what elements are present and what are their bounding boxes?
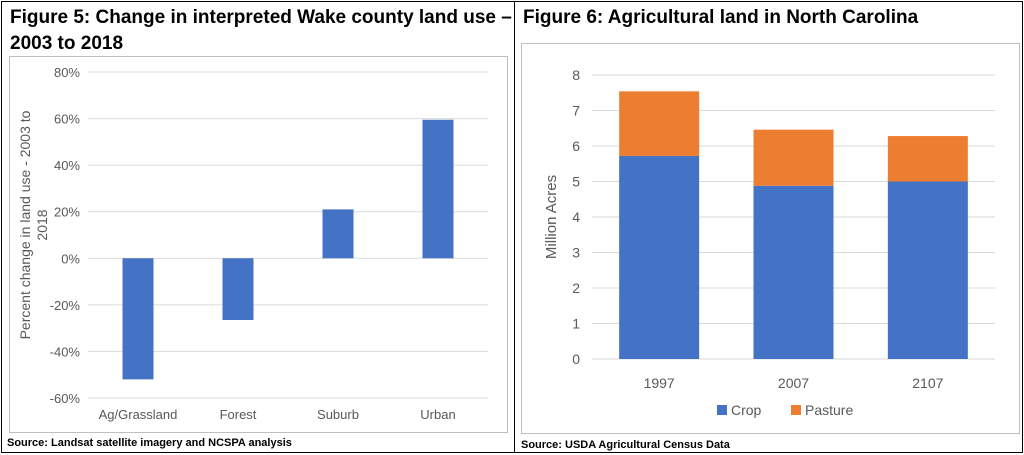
x-tick-label: 2007 [778, 375, 809, 391]
x-tick-label: 2107 [912, 375, 943, 391]
y-tick-label: 40% [54, 158, 80, 173]
y-tick-label: 4 [572, 209, 580, 225]
y-tick-label: 2 [572, 280, 580, 296]
legend-label-pasture: Pasture [805, 402, 853, 418]
y-tick-label: -40% [50, 344, 81, 359]
y-tick-label: 80% [54, 65, 80, 80]
legend-swatch-crop [717, 405, 727, 415]
bar-urban [422, 119, 454, 259]
y-axis-label: Million Acres [543, 175, 560, 259]
bar-crop-2007 [753, 185, 834, 359]
agricultural-land-chart: 0 1 2 3 4 5 6 7 8 1997 2007 2107 Million Acres Crop Pa… [543, 67, 995, 418]
y-tick-label: 1 [572, 316, 580, 332]
y-tick-label: 6 [572, 138, 580, 154]
x-tick-label: Ag/Grassland [99, 407, 178, 422]
bar-ag-grassland [122, 258, 154, 380]
bar-pasture-2107 [887, 136, 968, 182]
y-tick-label: 7 [572, 103, 580, 119]
y-axis-label: Percent change in land use - 2003 to2018 [17, 110, 50, 339]
x-tick-label: Forest [220, 407, 257, 422]
y-tick-label: -60% [50, 391, 81, 406]
legend-swatch-pasture [791, 405, 801, 415]
x-tick-label: 1997 [644, 375, 675, 391]
figure-5-title: Figure 5: Change in interpreted Wake cou… [10, 5, 512, 57]
y-tick-label: 20% [54, 205, 80, 220]
y-tick-label: 0% [61, 251, 80, 266]
bar-forest [222, 258, 254, 320]
y-tick-label: 3 [572, 245, 580, 261]
figure-5-source: Source: Landsat satellite imagery and NC… [7, 437, 292, 449]
figure-6-chart-frame: 0 1 2 3 4 5 6 7 8 1997 2007 2107 Million Acres Crop Pa… [521, 43, 1020, 434]
land-use-change-chart: -60% -40% -20% 0% 20% 40% 60% 80% Ag/Grassland Fo… [17, 65, 488, 422]
bar-crop-2107 [887, 181, 968, 359]
figure-5-panel: Figure 5: Change in interpreted Wake cou… [2, 2, 515, 452]
y-tick-label: 8 [572, 67, 580, 83]
bar-pasture-1997 [619, 91, 700, 156]
figure-6-source: Source: USDA Agricultural Census Data [521, 439, 730, 451]
x-tick-label: Suburb [317, 407, 359, 422]
figure-5-title-line1: Figure 5: Change in interpreted Wake cou… [10, 7, 512, 28]
x-tick-label: Urban [420, 407, 455, 422]
bar-suburb [322, 209, 354, 259]
figure-6-title: Figure 6: Agricultural land in North Car… [523, 7, 919, 28]
legend-label-crop: Crop [731, 402, 762, 418]
figure-6-panel: Figure 6: Agricultural land in North Car… [516, 2, 1023, 452]
figure-5-title-line2: 2003 to 2018 [10, 33, 124, 54]
bar-crop-1997 [619, 155, 700, 359]
bar-pasture-2007 [753, 129, 834, 186]
y-tick-label: 60% [54, 112, 80, 127]
y-tick-label: 0 [572, 351, 580, 367]
figure-5-chart-frame: -60% -40% -20% 0% 20% 40% 60% 80% Ag/Grassland Fo… [9, 56, 508, 433]
y-tick-label: -20% [50, 298, 81, 313]
y-tick-label: 5 [572, 174, 580, 190]
